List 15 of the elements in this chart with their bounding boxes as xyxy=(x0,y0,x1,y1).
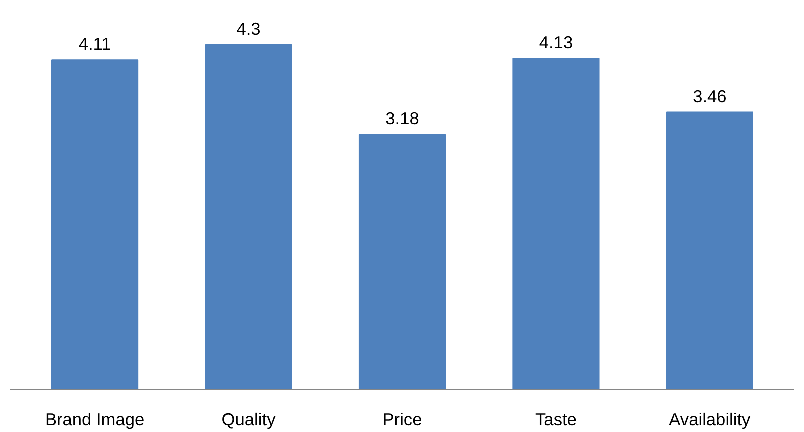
data-label: 3.46 xyxy=(693,86,727,106)
bar xyxy=(512,58,600,390)
bar xyxy=(52,60,139,390)
x-tick-label: Taste xyxy=(536,410,577,430)
x-tick-label: Price xyxy=(382,410,422,430)
bar xyxy=(666,112,754,390)
data-label: 4.3 xyxy=(236,18,261,39)
data-label: 4.13 xyxy=(539,32,574,53)
bar xyxy=(205,44,292,390)
data-label: 3.18 xyxy=(386,108,420,129)
x-tick-label: Quality xyxy=(222,410,276,430)
x-tick-label: Availability xyxy=(669,410,752,430)
data-label: 4.11 xyxy=(78,34,112,54)
bar xyxy=(358,134,446,390)
x-tick-label: Brand Image xyxy=(45,410,145,430)
